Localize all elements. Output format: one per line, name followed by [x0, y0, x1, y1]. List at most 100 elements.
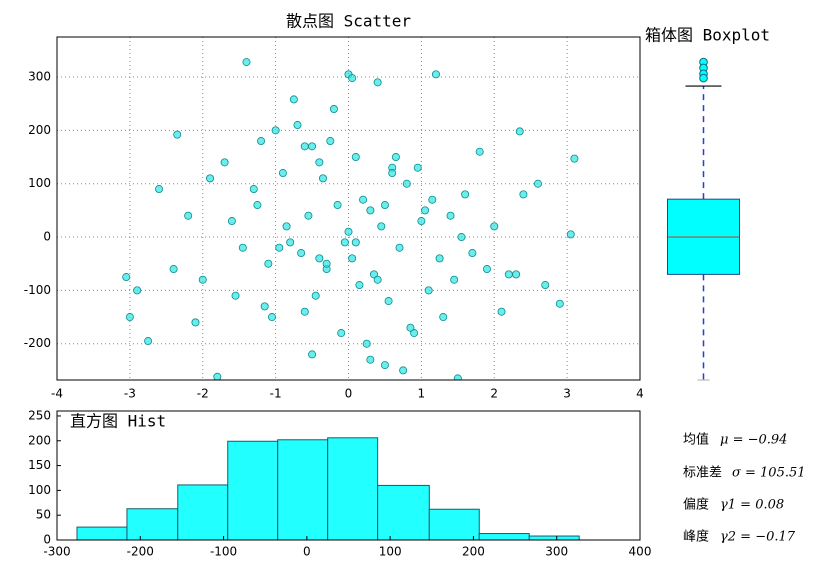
point [267, 313, 276, 322]
point [282, 222, 291, 231]
outlier [699, 73, 708, 83]
bar [428, 508, 480, 541]
point [468, 249, 477, 258]
point [533, 179, 542, 188]
point [366, 206, 375, 215]
point [351, 238, 360, 247]
point [428, 195, 437, 204]
point [431, 70, 440, 79]
point [191, 318, 200, 327]
y-tick-label: 0 [43, 533, 51, 547]
point [337, 329, 346, 338]
point [348, 254, 357, 263]
x-tick-label: 100 [379, 545, 402, 559]
point [275, 243, 284, 252]
stat-label: 偏度 [683, 497, 709, 513]
point [300, 142, 309, 151]
point [475, 147, 484, 156]
point [300, 307, 309, 316]
box-group [667, 57, 740, 381]
point [344, 227, 353, 236]
point [348, 74, 357, 83]
x-tick-label: 400 [629, 545, 652, 559]
point [125, 313, 134, 322]
point [242, 58, 251, 67]
stat-label: 均值 [683, 432, 709, 448]
stat-formula: γ1 = 0.08 [720, 498, 784, 513]
point [271, 126, 280, 135]
bar [478, 533, 530, 541]
x-tick-label: 200 [462, 545, 485, 559]
bar [126, 508, 179, 541]
point [122, 273, 131, 282]
stat-formula: σ = 105.51 [732, 466, 806, 481]
point [377, 222, 386, 231]
chart-title: 箱体图 Boxplot [645, 26, 770, 45]
points [122, 58, 579, 380]
point [278, 169, 287, 178]
point [417, 217, 426, 226]
point [297, 249, 306, 258]
point [461, 190, 470, 199]
y-tick-label: 150 [28, 458, 51, 472]
point [333, 201, 342, 210]
point [482, 265, 491, 274]
point [555, 299, 564, 308]
point [512, 270, 521, 279]
point [380, 361, 389, 370]
point [304, 211, 313, 220]
y-tick-label: 0 [43, 230, 51, 244]
point [329, 105, 338, 114]
point [388, 169, 397, 178]
x-tick-label: -2 [197, 387, 209, 401]
bar [528, 535, 580, 541]
point [213, 372, 222, 380]
point [351, 153, 360, 162]
point [220, 158, 229, 167]
point [326, 137, 335, 146]
point [308, 350, 317, 359]
stat-formula: γ2 = −0.17 [720, 530, 796, 545]
point [519, 190, 528, 199]
point [184, 211, 193, 220]
y-tick-label: 200 [28, 123, 51, 137]
point [238, 243, 247, 252]
point [260, 302, 269, 311]
point [399, 366, 408, 375]
x-tick-label: 1 [418, 387, 426, 401]
point [395, 243, 404, 252]
point [413, 163, 422, 172]
point [424, 286, 433, 295]
point [391, 153, 400, 162]
point [450, 275, 459, 284]
point [359, 195, 368, 204]
point [249, 185, 258, 194]
stat-label: 峰度 [683, 529, 709, 545]
bar [177, 484, 229, 541]
point [264, 259, 273, 268]
y-tick-label: 100 [28, 176, 51, 190]
x-tick-label: 2 [490, 387, 498, 401]
stat-formula: μ = −0.94 [720, 433, 787, 448]
y-tick-label: -100 [24, 283, 51, 297]
point [402, 179, 411, 188]
point [315, 254, 324, 263]
point [315, 158, 324, 167]
point [380, 201, 389, 210]
point [566, 230, 575, 239]
chart-title: 散点图 Scatter [286, 12, 411, 31]
y-tick-label: 50 [36, 508, 51, 522]
point [497, 307, 506, 316]
stat-label: 标准差 [683, 466, 722, 481]
point [457, 233, 466, 242]
point [340, 238, 349, 247]
y-tick-label: 100 [28, 483, 51, 497]
point [173, 130, 182, 139]
point [490, 222, 499, 231]
point [231, 291, 240, 300]
point [227, 217, 236, 226]
point [373, 275, 382, 284]
y-tick-label: 300 [28, 70, 51, 84]
x-tick-label: -4 [51, 387, 63, 401]
